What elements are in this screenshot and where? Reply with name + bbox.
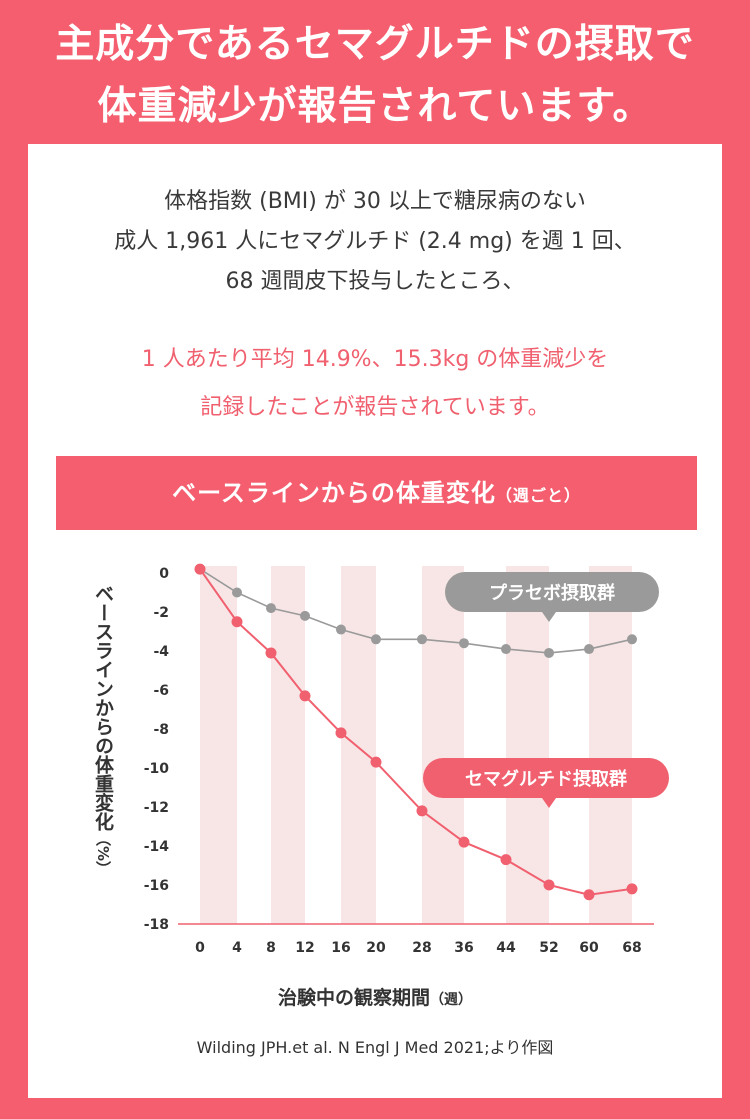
data-point-semaglutide	[583, 889, 595, 901]
y-tick-label: 0	[159, 566, 169, 582]
data-point-placebo	[232, 587, 242, 598]
headline-line-1: 主成分であるセマグルチドの摂取で	[55, 22, 695, 67]
intro-line-3: 68 週間皮下投与したところ、	[225, 269, 525, 294]
highlight-line-2: 記録したことが報告されています。	[200, 395, 550, 420]
content-card: 体格指数 (BMI) が 30 以上で糖尿病のない 成人 1,961 人にセマグ…	[28, 144, 722, 1098]
data-point-semaglutide	[458, 836, 470, 848]
headline: 主成分であるセマグルチドの摂取で 体重減少が報告されています。	[0, 14, 750, 138]
placebo-callout-label: プラセボ摂取群	[489, 582, 615, 604]
semaglutide-callout-pointer	[542, 798, 556, 808]
x-axis-title-unit: （週）	[430, 992, 472, 1008]
placebo-callout-pointer	[542, 612, 556, 622]
y-axis-title: ベースラインからの体重変化（%）	[92, 584, 114, 876]
y-tick-label: -2	[153, 605, 169, 621]
data-point-placebo	[627, 634, 637, 645]
y-axis-title-unit: （%）	[94, 831, 112, 876]
data-point-placebo	[336, 624, 346, 635]
data-point-semaglutide	[299, 690, 311, 702]
data-point-placebo	[266, 603, 276, 614]
data-point-semaglutide	[416, 805, 428, 817]
data-point-semaglutide	[265, 647, 277, 659]
y-tick-label: -18	[144, 917, 169, 933]
y-tick-label: -4	[153, 644, 169, 660]
data-point-semaglutide	[500, 854, 512, 866]
x-axis-title: 治験中の観察期間（週）	[278, 986, 472, 1009]
data-point-semaglutide	[335, 727, 347, 739]
chart-banner-title: ベースラインからの体重変化	[172, 479, 496, 507]
semaglutide-callout-bubble	[423, 758, 669, 798]
data-point-placebo	[459, 638, 469, 649]
x-tick-label: 8	[266, 940, 276, 956]
x-tick-label: 68	[622, 940, 641, 956]
y-tick-label: -16	[144, 878, 169, 894]
intro-line-2: 成人 1,961 人にセマグルチド (2.4 mg) を週 1 回、	[114, 229, 636, 254]
chart-banner-unit: （週ごと）	[495, 486, 581, 505]
y-tick-label: -14	[144, 839, 170, 855]
citation: Wilding JPH.et al. N Engl J Med 2021;より作…	[196, 1038, 554, 1057]
placebo-callout-bubble	[445, 572, 659, 612]
intro-text: 体格指数 (BMI) が 30 以上で糖尿病のない 成人 1,961 人にセマグ…	[28, 182, 722, 302]
x-tick-label: 52	[539, 940, 558, 956]
chart-banner: ベースラインからの体重変化（週ごと）	[56, 456, 697, 530]
chart-band-4	[506, 566, 549, 924]
intro-line-1: 体格指数 (BMI) が 30 以上で糖尿病のない	[164, 189, 586, 214]
y-tick-label: -10	[144, 761, 170, 777]
highlight-line-1: 1 人あたり平均 14.9%、15.3kg の体重減少を	[141, 347, 609, 372]
headline-line-2: 体重減少が報告されています。	[97, 84, 653, 129]
chart-band-5	[589, 566, 632, 924]
data-point-placebo	[300, 610, 310, 621]
data-point-semaglutide	[626, 883, 638, 895]
semaglutide-callout-label: セマグルチド摂取群	[465, 768, 627, 790]
y-tick-label: -12	[144, 800, 169, 816]
data-point-placebo	[417, 634, 427, 645]
x-tick-label: 16	[331, 940, 350, 956]
data-point-semaglutide	[370, 756, 382, 768]
data-point-placebo	[544, 647, 554, 658]
x-tick-label: 4	[232, 940, 242, 956]
x-tick-label: 20	[366, 940, 386, 956]
data-point-placebo	[371, 634, 381, 645]
x-tick-label: 44	[496, 940, 516, 956]
x-tick-label: 12	[295, 940, 314, 956]
y-tick-label: -8	[153, 722, 169, 738]
x-tick-label: 60	[579, 940, 599, 956]
y-tick-label: -6	[153, 683, 169, 699]
x-tick-label: 28	[412, 940, 431, 956]
data-point-placebo	[501, 644, 511, 655]
weight-change-chart: 0 -2 -4 -6 -8 -10 -12 -14 -16 -18 0 4 8 12 16 20 28 36 44 5…	[92, 563, 669, 1009]
series-line-placebo	[199, 568, 633, 654]
data-point-semaglutide	[231, 616, 243, 628]
chart-band-0	[200, 566, 237, 924]
chart-band-1	[271, 566, 305, 924]
data-point-placebo	[584, 644, 594, 655]
data-point-semaglutide	[194, 563, 206, 575]
x-tick-label: 0	[195, 940, 205, 956]
x-tick-label: 36	[454, 940, 473, 956]
data-point-semaglutide	[543, 879, 555, 891]
highlight-text: 1 人あたり平均 14.9%、15.3kg の体重減少を 記録したことが報告され…	[28, 336, 722, 432]
chart-band-3	[422, 566, 464, 924]
x-axis-title-text: 治験中の観察期間	[278, 986, 430, 1009]
series-line-semaglutide	[199, 568, 633, 896]
y-axis-title-text: ベースラインからの体重変化	[92, 584, 114, 832]
chart-band-2	[341, 566, 376, 924]
